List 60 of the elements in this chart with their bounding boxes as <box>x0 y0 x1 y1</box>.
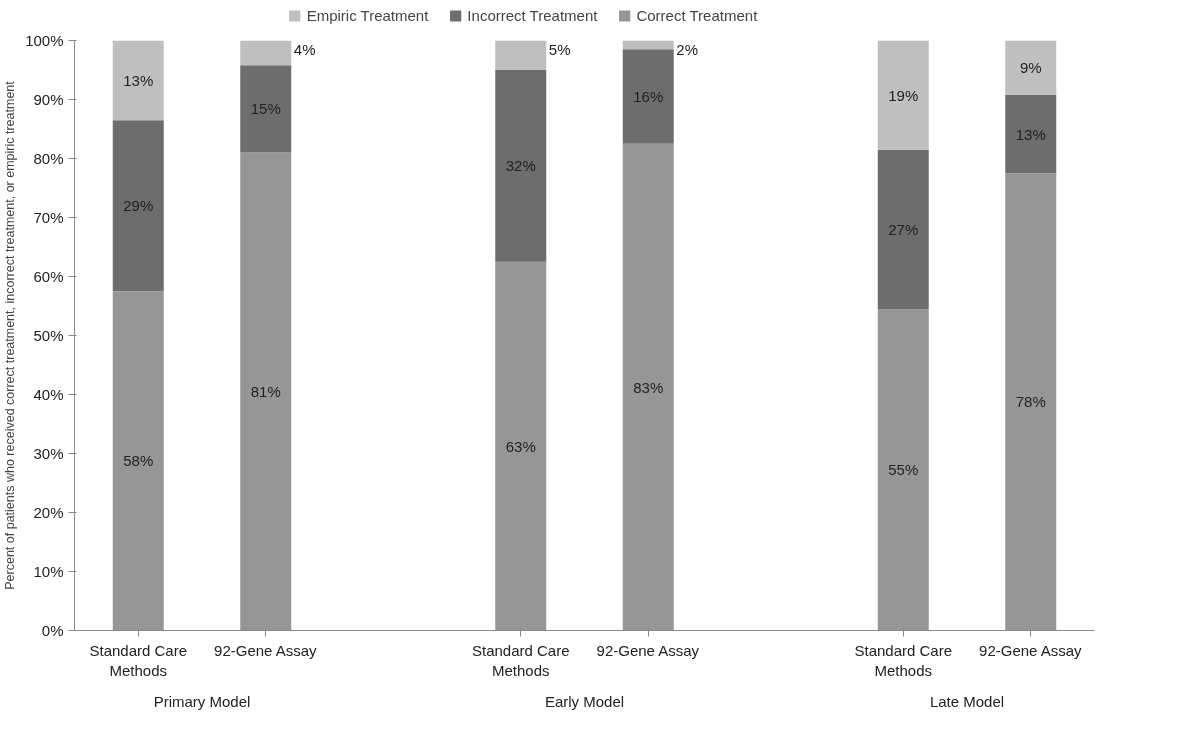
y-tick-label: 0% <box>41 622 64 639</box>
y-tick-label: 50% <box>33 327 64 344</box>
text: Primary Model <box>153 692 251 710</box>
y-tick-label: 10% <box>33 563 64 580</box>
data-label: 13% <box>123 71 154 89</box>
bar <box>240 152 292 631</box>
y-tick-label: 60% <box>33 268 64 285</box>
bar <box>495 261 547 631</box>
y-tick-label: 70% <box>33 209 64 226</box>
legend-label: Incorrect Treatment <box>467 6 598 24</box>
x-tick-label: Standard Care Methods <box>471 641 570 679</box>
data-label: 83% <box>633 378 664 396</box>
legend-label: Correct Treatment <box>636 6 758 24</box>
legend-label: Empiric Treatment <box>306 6 429 24</box>
data-label: 9% <box>1019 59 1042 77</box>
bar <box>622 40 674 50</box>
data-label: 32% <box>505 157 536 175</box>
data-label: 78% <box>1015 393 1046 411</box>
data-label: 5% <box>548 40 571 58</box>
data-label: 63% <box>505 437 536 455</box>
bar <box>1005 94 1057 174</box>
bar <box>877 308 929 631</box>
data-label: 13% <box>1015 125 1046 143</box>
data-label: 55% <box>888 461 919 479</box>
bar <box>877 40 929 150</box>
bar <box>622 49 674 144</box>
bar <box>112 120 164 292</box>
data-label: 27% <box>888 220 919 238</box>
data-label: 58% <box>123 452 154 470</box>
y-tick-label: 80% <box>33 150 64 167</box>
y-tick-label: 100% <box>25 32 64 49</box>
x-tick-label: 92-Gene Assay <box>596 641 700 659</box>
y-tick-label: 90% <box>33 91 64 108</box>
bar <box>112 40 164 121</box>
y-axis-title: Percent of patients who received correct treatment, incorrect treatment, or empiric treatment <box>3 80 18 590</box>
data-label: 4% <box>293 40 316 58</box>
x-tick-label: Standard Care Methods <box>89 641 188 679</box>
data-label: 15% <box>250 100 281 118</box>
bar <box>1005 173 1057 631</box>
bar <box>240 40 292 66</box>
x-tick-label: 92-Gene Assay <box>979 641 1083 659</box>
bar <box>240 65 292 153</box>
data-label: 81% <box>250 383 281 401</box>
bar <box>112 291 164 631</box>
y-tick-label: 40% <box>33 386 64 403</box>
y-tick-label: 20% <box>33 504 64 521</box>
bar <box>877 149 929 309</box>
bar <box>495 70 547 262</box>
data-label: 29% <box>123 197 154 215</box>
text: Early Model <box>544 692 625 710</box>
x-tick-label: 92-Gene Assay <box>214 641 318 659</box>
bar <box>622 143 674 631</box>
y-tick-label: 30% <box>33 445 64 462</box>
bar <box>495 40 547 70</box>
data-label: 16% <box>633 88 664 106</box>
bar <box>1005 40 1057 95</box>
data-label: 2% <box>676 40 698 58</box>
data-label: 19% <box>888 86 919 104</box>
x-tick-label: Standard Care Methods <box>854 641 953 679</box>
text: Late Model <box>929 692 1005 710</box>
